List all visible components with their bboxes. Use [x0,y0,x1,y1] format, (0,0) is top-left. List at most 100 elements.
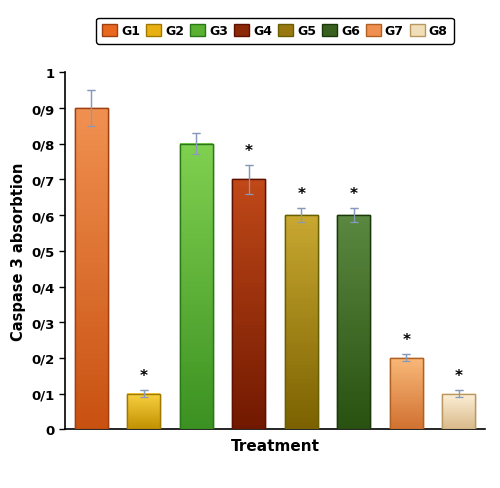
Bar [75,135,108,141]
Bar [285,226,318,230]
Bar [442,402,475,403]
Bar [128,415,160,416]
Bar [128,395,160,396]
Bar [232,275,265,280]
Bar [128,407,160,408]
Bar [232,221,265,226]
Bar [442,400,475,401]
Bar [232,375,265,380]
Bar [75,258,108,264]
Bar [390,398,422,400]
Bar [180,220,212,225]
Bar [180,263,212,268]
Bar [338,415,370,419]
Bar [338,340,370,344]
Bar [442,418,475,419]
Bar [180,401,212,406]
Bar [390,383,422,385]
Text: *: * [297,186,305,202]
Bar [180,225,212,230]
Bar [442,419,475,420]
Bar [390,379,422,381]
Bar [128,413,160,414]
Bar [180,406,212,410]
Bar [75,403,108,408]
Bar [442,409,475,410]
Bar [180,410,212,415]
Bar [442,405,475,406]
Bar [390,377,422,378]
Bar [128,410,160,411]
Bar [442,416,475,417]
Bar [338,390,370,394]
Bar [232,363,265,367]
Bar [75,418,108,424]
Bar [338,351,370,355]
Bar [128,428,160,429]
Bar [442,411,475,412]
Bar [442,408,475,409]
Bar [75,360,108,366]
Bar [180,163,212,168]
Bar [338,286,370,290]
Bar [390,428,422,429]
Bar [180,310,212,315]
Bar [442,428,475,429]
Bar [75,183,108,189]
Bar [285,401,318,405]
Bar [128,407,160,408]
Bar [75,381,108,386]
Bar [232,412,265,417]
Bar [128,406,160,407]
Bar [128,409,160,410]
Bar [285,247,318,251]
X-axis label: Treatment: Treatment [230,438,320,453]
Bar [180,348,212,353]
Bar [338,251,370,255]
Bar [442,406,475,407]
Bar [390,362,422,363]
Bar [442,393,475,394]
Bar [75,157,108,162]
Bar [180,144,212,429]
Bar [338,229,370,234]
Bar [75,194,108,200]
Bar [75,392,108,397]
Bar [128,398,160,399]
Bar [442,425,475,426]
Bar [128,394,160,429]
Text: *: * [402,332,410,347]
Bar [285,216,318,429]
Bar [285,411,318,415]
Bar [338,216,370,429]
Bar [180,315,212,320]
Bar [285,244,318,248]
Bar [285,407,318,412]
Bar [232,250,265,255]
Bar [128,401,160,402]
Bar [338,315,370,319]
Bar [390,378,422,380]
Bar [232,325,265,330]
Bar [285,379,318,383]
Bar [338,383,370,386]
Bar [285,333,318,337]
Bar [180,425,212,429]
Bar [390,371,422,372]
Bar [75,215,108,221]
Bar [232,333,265,338]
Bar [232,396,265,400]
Bar [442,412,475,413]
Bar [232,209,265,213]
Bar [128,394,160,429]
Bar [338,336,370,341]
Bar [338,216,370,429]
Bar [338,344,370,347]
Bar [442,394,475,429]
Bar [232,246,265,251]
Bar [128,416,160,417]
Bar [390,367,422,369]
Bar [232,346,265,350]
Bar [338,265,370,269]
Bar [128,393,160,394]
